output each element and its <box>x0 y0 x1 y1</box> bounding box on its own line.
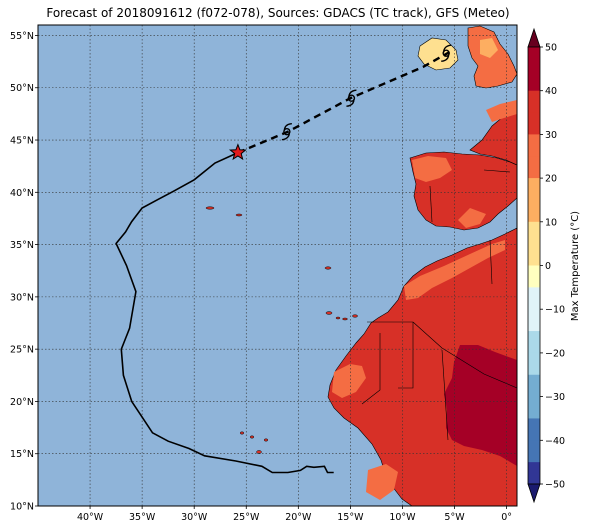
lat-tick-label: 30°N <box>10 292 34 303</box>
lon-tick-label: 0° <box>501 512 512 523</box>
colorbar-segment <box>528 353 540 375</box>
lon-tick-label: 20°W <box>285 512 312 523</box>
colorbar-max-extend <box>528 29 540 47</box>
colorbar-segment <box>528 47 540 69</box>
lon-tick-label: 35°W <box>129 512 156 523</box>
lat-tick-label: 10°N <box>10 502 34 513</box>
lat-tick-label: 50°N <box>10 83 34 94</box>
lon-tick-label: 25°W <box>233 512 260 523</box>
colorbar-tick-label: −20 <box>545 348 565 359</box>
colorbar-segment <box>528 418 540 440</box>
colorbar-segment <box>528 462 540 484</box>
colorbar-segment <box>528 266 540 288</box>
lat-tick-label: 40°N <box>10 188 34 199</box>
colorbar-tick-label: 40 <box>545 86 557 97</box>
colorbar-label: Max Temperature (°C) <box>570 211 581 321</box>
lon-tick-label: 5°W <box>444 512 465 523</box>
colorbar-segment <box>528 113 540 135</box>
colorbar-segment <box>528 222 540 244</box>
colorbar-segment <box>528 397 540 419</box>
lat-tick-label: 35°N <box>10 240 34 251</box>
lon-tick-label: 15°W <box>337 512 364 523</box>
colorbar-segment <box>528 375 540 397</box>
colorbar-segment <box>528 287 540 309</box>
colorbar-segment <box>528 156 540 178</box>
colorbar-tick-label: 30 <box>545 130 557 141</box>
colorbar-segment <box>528 91 540 113</box>
colorbar-segment <box>528 200 540 222</box>
colorbar-segment <box>528 134 540 156</box>
colorbar-segment <box>528 178 540 200</box>
lon-tick-label: 30°W <box>181 512 208 523</box>
colorbar-tick-label: 10 <box>545 217 557 228</box>
colorbar-segment <box>528 244 540 266</box>
colorbar-tick-label: −40 <box>545 436 565 447</box>
colorbar-segment <box>528 309 540 331</box>
colorbar-tick-label: 50 <box>545 43 557 54</box>
colorbar-segment <box>528 440 540 462</box>
colorbar-segment <box>528 331 540 353</box>
colorbar-tick-label: 0 <box>545 261 551 272</box>
lon-tick-label: 10°W <box>389 512 416 523</box>
colorbar-min-extend <box>528 484 540 502</box>
colorbar-tick-label: 20 <box>545 174 557 185</box>
colorbar-segment <box>528 69 540 91</box>
colorbar-tick-label: −10 <box>545 305 565 316</box>
lat-tick-label: 55°N <box>10 31 34 42</box>
lat-tick-label: 20°N <box>10 397 34 408</box>
lat-tick-label: 45°N <box>10 136 34 147</box>
colorbar: 50 40 30 20 10 0 −10 −20 −30 −40 −50 <box>528 29 565 502</box>
colorbar-tick-label: −30 <box>545 392 565 403</box>
lat-tick-label: 15°N <box>10 449 34 460</box>
colorbar-tick-label: −50 <box>545 480 565 491</box>
lon-tick-label: 40°W <box>77 512 104 523</box>
lat-tick-label: 25°N <box>10 345 34 356</box>
